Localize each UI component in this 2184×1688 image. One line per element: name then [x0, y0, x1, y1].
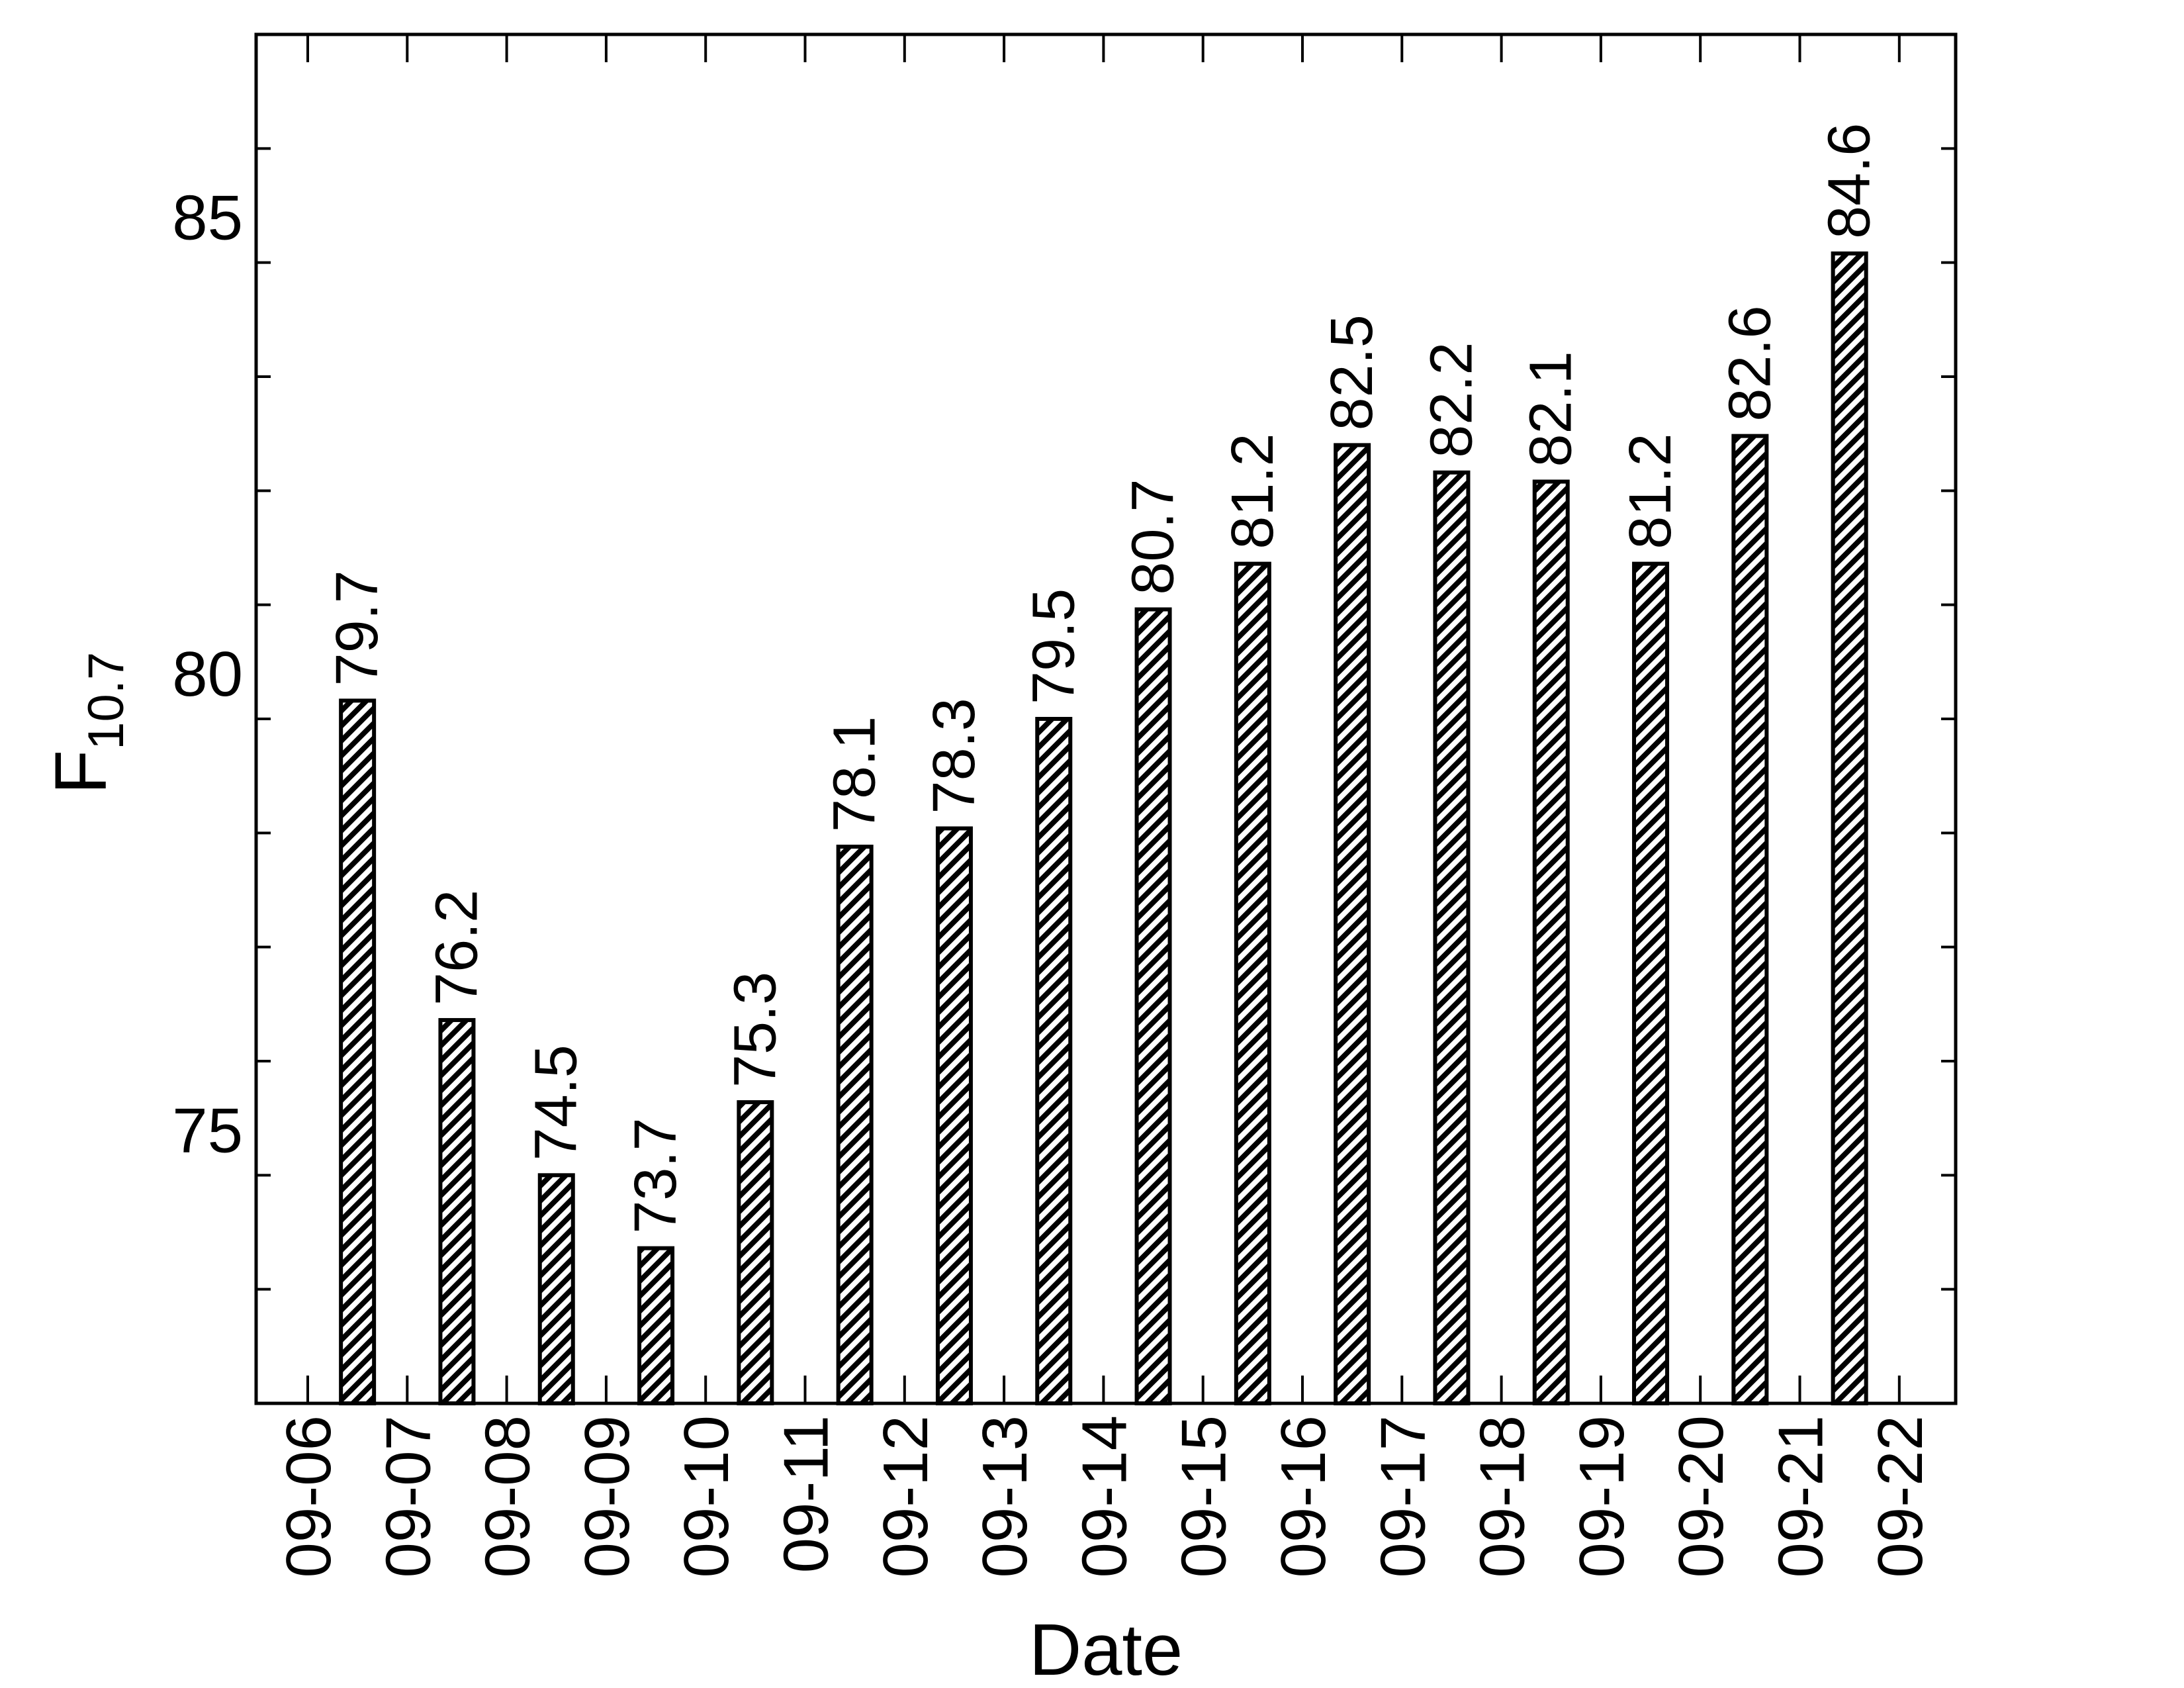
- bar-value-label: 82.1: [1518, 351, 1584, 467]
- bar-09-21: [1831, 251, 1868, 1405]
- bar-09-17: [1433, 470, 1471, 1405]
- bar-09-09: [637, 1246, 675, 1406]
- x-tick-label: 09-08: [473, 1415, 543, 1578]
- bars: 79.7 76.2 74.5 73.7 75.3 78.1 78.3 79.5 80.7 81.2…: [324, 123, 1883, 1406]
- bar-value-label: 75.3: [722, 972, 788, 1088]
- bar-09-07: [438, 1017, 476, 1405]
- bar-value-label: 82.2: [1418, 342, 1484, 458]
- x-tick-label: 09-19: [1567, 1415, 1637, 1578]
- y-tick-label: 75: [172, 1095, 243, 1166]
- bar-09-12: [935, 826, 973, 1405]
- bar-09-06: [339, 698, 377, 1405]
- bar-09-20: [1731, 434, 1769, 1406]
- bar-09-11: [836, 845, 874, 1405]
- svg-text:F10.7: F10.7: [40, 652, 134, 794]
- x-axis-title: Date: [1029, 1609, 1183, 1688]
- y-tick-label: 85: [172, 183, 243, 254]
- x-tick-label: 09-17: [1367, 1415, 1438, 1578]
- axes: [254, 32, 1958, 1405]
- bar-09-08: [537, 1173, 575, 1406]
- x-tick-label: 09-12: [870, 1415, 941, 1578]
- x-tick-label: 09-16: [1268, 1415, 1339, 1578]
- y-axis-title: F10.7: [40, 652, 134, 794]
- bar-value-label: 79.5: [1021, 588, 1087, 704]
- tick-labels: 75 80 85 09-06 09-07 09-08 09-09 09-10 09-11 09-1…: [172, 183, 1936, 1578]
- x-tick-label: 09-07: [373, 1415, 443, 1578]
- x-tick-label: 09-06: [273, 1415, 344, 1578]
- x-tick-label: 09-18: [1467, 1415, 1538, 1578]
- bar-09-14: [1134, 607, 1172, 1405]
- x-tick-label: 09-09: [572, 1415, 643, 1578]
- plot-frame: [254, 32, 1958, 1405]
- bar-value-label: 73.7: [623, 1117, 689, 1233]
- bar-value-label: 81.2: [1617, 433, 1684, 549]
- ticks: [256, 33, 1956, 1405]
- bar-value-label: 81.2: [1220, 433, 1286, 549]
- bar-09-15: [1234, 561, 1271, 1405]
- y-axis-title-main: F: [40, 750, 122, 794]
- bar-value-label: 82.5: [1319, 314, 1385, 430]
- bar-value-label: 78.1: [822, 716, 888, 832]
- bar-09-16: [1334, 443, 1371, 1405]
- bar-value-label: 78.3: [921, 698, 987, 814]
- x-tick-label: 09-20: [1666, 1415, 1737, 1578]
- bar-value-label: 74.5: [523, 1045, 590, 1160]
- bar-09-13: [1035, 717, 1073, 1405]
- bar-value-label: 80.7: [1120, 479, 1187, 594]
- bar-value-label: 82.6: [1717, 305, 1783, 421]
- x-tick-label: 09-21: [1766, 1415, 1837, 1578]
- y-axis-title-subscript: 10.7: [78, 652, 134, 750]
- bar-value-label: 79.7: [324, 570, 390, 686]
- bar-09-18: [1532, 479, 1570, 1406]
- x-tick-label: 09-14: [1069, 1415, 1140, 1578]
- bar-09-19: [1632, 561, 1670, 1405]
- bar-value-label: 76.2: [424, 890, 490, 1006]
- x-tick-label: 09-22: [1865, 1415, 1936, 1578]
- bar-09-10: [737, 1100, 774, 1406]
- x-tick-label: 09-10: [671, 1415, 742, 1578]
- x-tick-label: 09-11: [771, 1415, 842, 1573]
- y-tick-label: 80: [172, 639, 243, 710]
- x-tick-label: 09-15: [1169, 1415, 1240, 1578]
- x-tick-label: 09-13: [970, 1415, 1040, 1578]
- bar-value-label: 84.6: [1817, 123, 1883, 239]
